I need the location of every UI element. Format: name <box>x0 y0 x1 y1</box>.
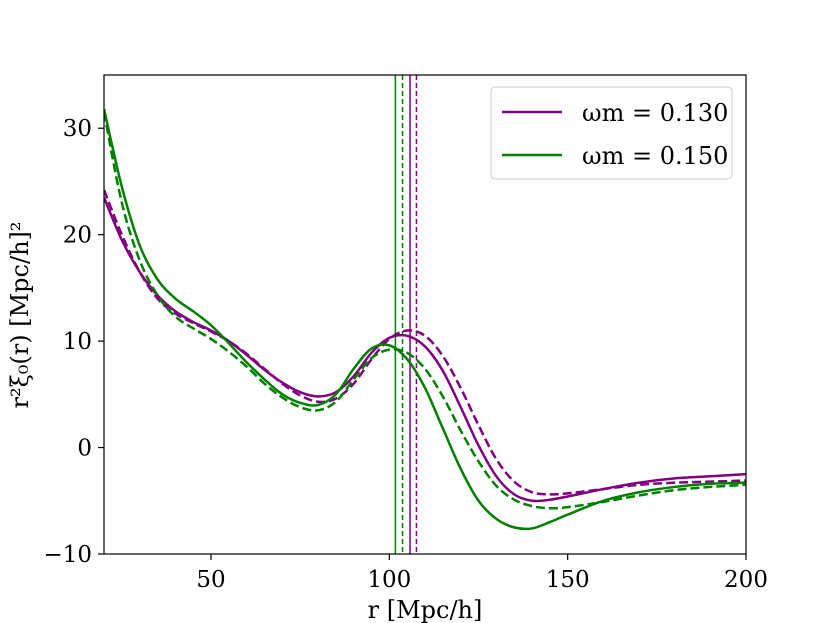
y-tick-label-4: 30 <box>63 116 92 142</box>
x-tick-label-2: 150 <box>546 567 590 593</box>
legend: ωm = 0.130 ωm = 0.150 <box>490 86 733 180</box>
y-tick-label-1: 0 <box>77 436 92 462</box>
x-tick-label-0: 50 <box>196 567 225 593</box>
series-line-3 <box>104 112 746 510</box>
series-line-1 <box>104 189 746 496</box>
legend-label-0: ωm = 0.130 <box>582 99 728 127</box>
x-axis-label: r [Mpc/h] <box>368 596 483 623</box>
axis-ticks: 50 100 150 200 −10 0 10 20 30 <box>43 116 768 593</box>
y-axis-label: r²ξ₀(r) [Mpc/h]² <box>6 221 34 408</box>
legend-label-1: ωm = 0.150 <box>582 142 728 170</box>
x-tick-label-3: 200 <box>724 567 768 593</box>
plot-frame <box>103 74 747 555</box>
y-tick-label-3: 20 <box>63 223 92 249</box>
vertical-lines <box>394 75 418 554</box>
y-tick-label-2: 10 <box>63 329 92 355</box>
y-tick-label-0: −10 <box>43 542 92 568</box>
series-line-2 <box>104 108 746 531</box>
x-tick-label-1: 100 <box>367 567 411 593</box>
series-lines <box>104 108 746 531</box>
